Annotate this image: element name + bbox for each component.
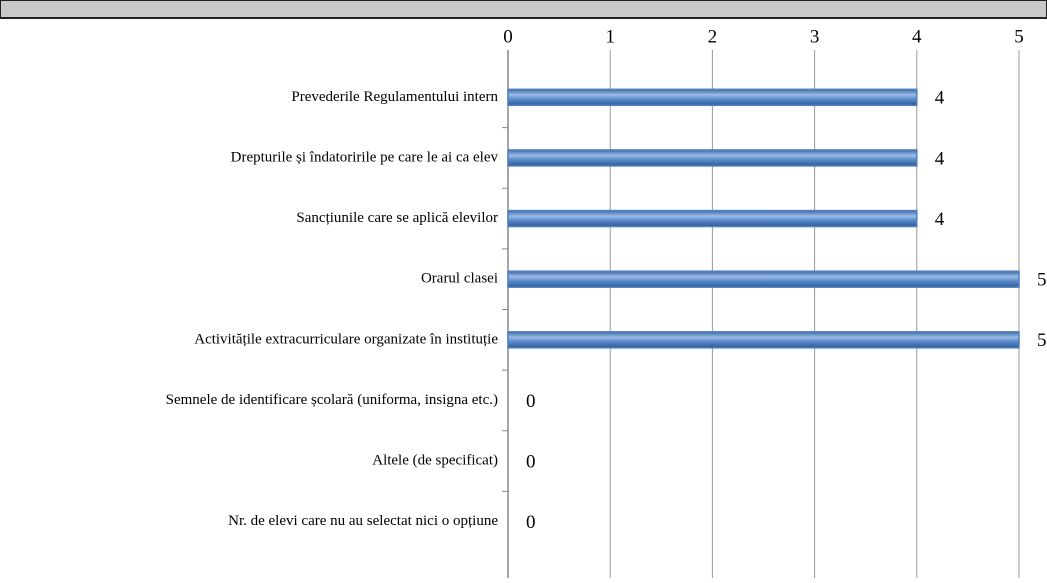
value-label: 5 (1037, 270, 1047, 291)
y-tick-label: Prevederile Regulamentului intern (291, 89, 498, 105)
value-label: 0 (526, 451, 536, 472)
y-tick-label: Activitățile extracurriculare organizate… (194, 331, 498, 347)
x-tick-label: 1 (605, 26, 615, 47)
y-tick-label: Drepturile și îndatoririle pe care le ai… (231, 149, 499, 165)
y-tick-label: Sancțiunile care se aplică elevilor (296, 210, 498, 226)
x-tick-label: 5 (1014, 26, 1024, 47)
value-label: 0 (526, 512, 536, 533)
bar (507, 270, 1020, 288)
value-label: 4 (935, 88, 945, 109)
bar (507, 331, 1020, 349)
x-tick-label: 0 (503, 26, 513, 47)
value-label: 4 (935, 209, 945, 230)
value-label: 4 (935, 148, 945, 169)
header-bar (0, 0, 1047, 19)
x-tick-label: 2 (708, 26, 718, 47)
x-tick-label: 3 (810, 26, 820, 47)
y-tick-label: Altele (de specificat) (372, 453, 498, 469)
value-label: 0 (526, 391, 536, 412)
y-tick-label: Orarul clasei (421, 271, 498, 287)
x-tick-label: 4 (912, 26, 922, 47)
value-label: 5 (1037, 330, 1047, 351)
bar (507, 88, 918, 107)
y-tick-label: Nr. de elevi care nu au selectat nici o … (228, 513, 498, 529)
bar (507, 209, 918, 228)
y-tick-label: Semnele de identificare școlară (uniform… (166, 392, 498, 408)
bar (507, 149, 918, 167)
